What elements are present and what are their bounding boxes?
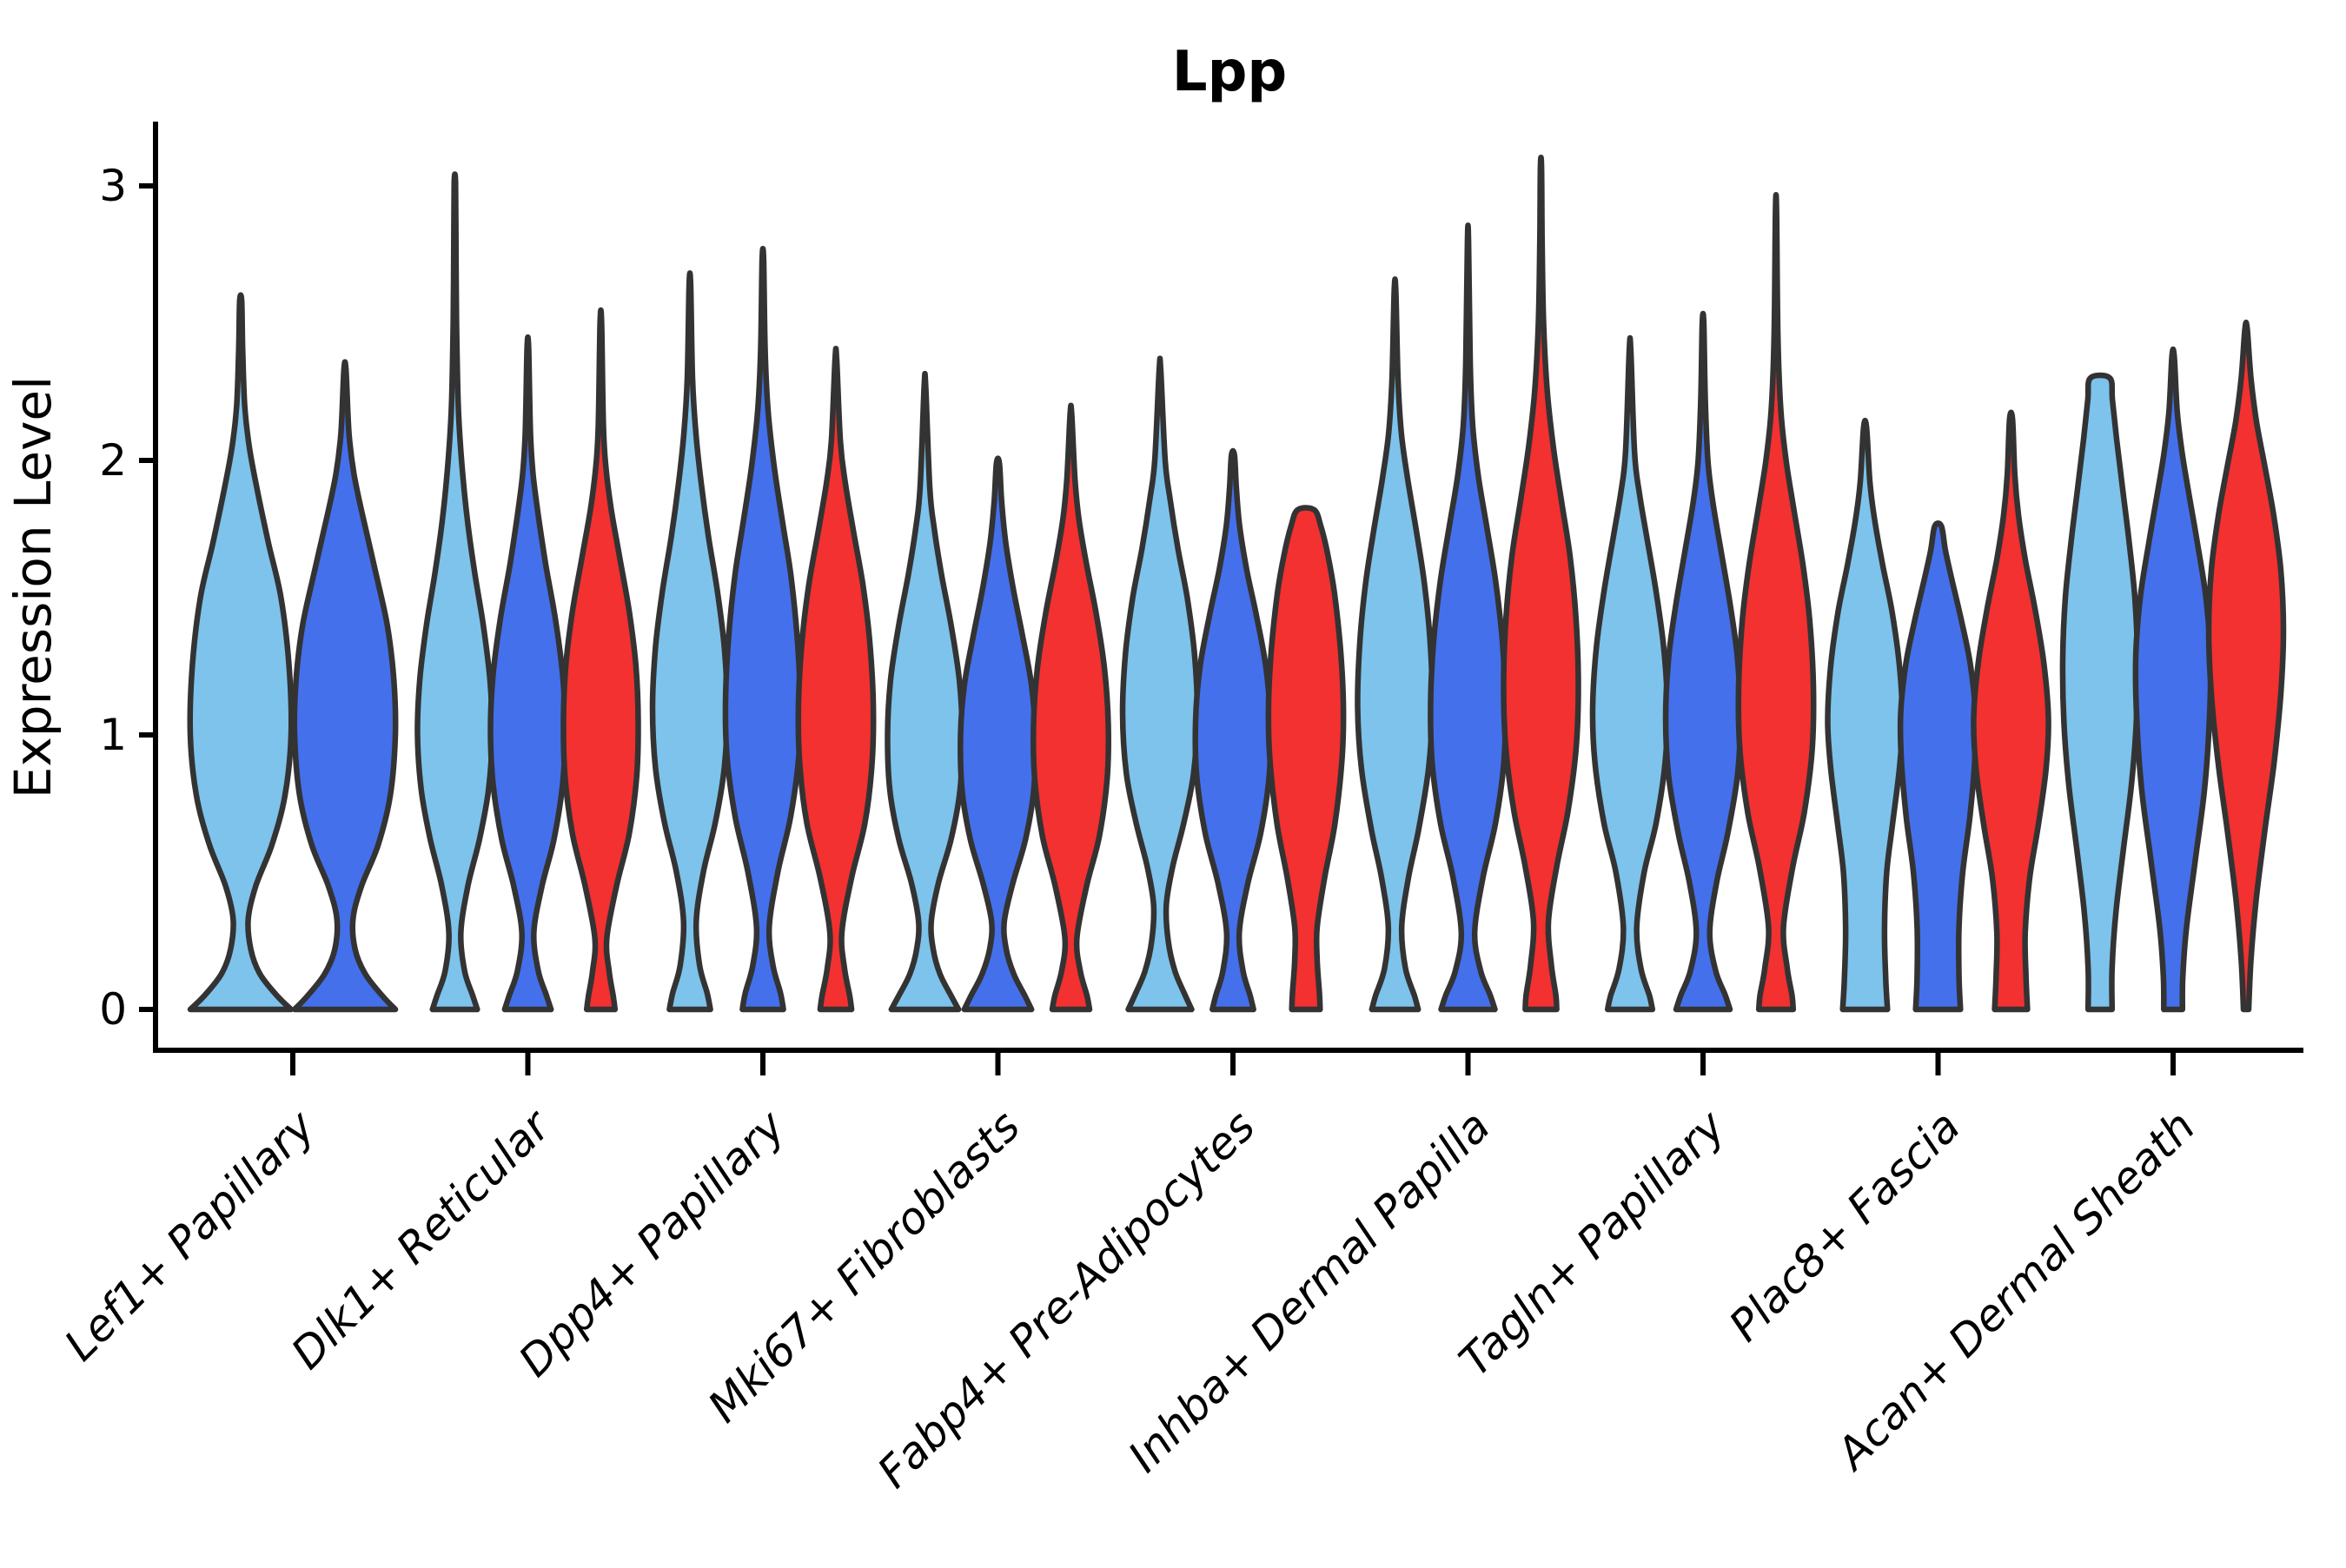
violin-dlk1-reticular-red bbox=[560, 307, 641, 1013]
violin-inhba-dermal-papilla-royal-blue bbox=[1428, 222, 1508, 1013]
violin-fabp4-pre-adipocytes-red bbox=[1265, 505, 1347, 1013]
violin-plac8-fascia-royal-blue bbox=[1897, 520, 1979, 1013]
violin-plac8-fascia-light-blue bbox=[1825, 417, 1905, 1013]
violin-tagln-papillary-light-blue bbox=[1589, 334, 1671, 1013]
violin-lef1-papillary-royal-blue bbox=[291, 359, 399, 1013]
violin-mki67-fibroblasts-light-blue bbox=[885, 370, 965, 1013]
violin-dlk1-reticular-light-blue bbox=[414, 171, 495, 1013]
violin-acan-dermal-sheath-light-blue bbox=[2059, 372, 2141, 1013]
violin-tagln-papillary-royal-blue bbox=[1662, 310, 1744, 1013]
violin-fabp4-pre-adipocytes-royal-blue bbox=[1192, 447, 1274, 1013]
violin-dpp4-papillary-light-blue bbox=[649, 270, 731, 1013]
violins-layer bbox=[187, 155, 2287, 1013]
violin-inhba-dermal-papilla-red bbox=[1501, 155, 1581, 1013]
violin-dpp4-papillary-royal-blue bbox=[722, 246, 804, 1013]
y-tick-label: 1 bbox=[99, 710, 127, 760]
violin-acan-dermal-sheath-royal-blue bbox=[2132, 346, 2214, 1013]
x-tick-label: Fabp4+ Pre-Adipocytes bbox=[868, 1101, 1265, 1498]
violin-plac8-fascia-red bbox=[1971, 409, 2051, 1013]
x-tick-label: Lef1+ Papillary bbox=[55, 1100, 325, 1370]
violin-mki67-fibroblasts-red bbox=[1030, 402, 1112, 1013]
violin-dpp4-papillary-red bbox=[795, 346, 877, 1013]
violin-mki67-fibroblasts-royal-blue bbox=[958, 455, 1038, 1013]
violin-fabp4-pre-adipocytes-light-blue bbox=[1119, 355, 1201, 1013]
violin-tagln-papillary-red bbox=[1735, 192, 1817, 1013]
violin-lef1-papillary-light-blue bbox=[187, 292, 295, 1013]
y-tick-label: 0 bbox=[99, 984, 127, 1035]
y-tick-label: 3 bbox=[99, 161, 127, 211]
x-tick-label: Plac8+ Fascia bbox=[1720, 1101, 1970, 1351]
axes-layer bbox=[139, 122, 2303, 1075]
y-tick-labels-layer: 0 1 2 3 bbox=[99, 161, 127, 1035]
y-tick-label: 2 bbox=[99, 435, 127, 486]
violin-inhba-dermal-papilla-light-blue bbox=[1355, 276, 1435, 1013]
x-tick-label: Dlk1+ Reticular bbox=[282, 1099, 561, 1379]
violin-acan-dermal-sheath-red bbox=[2205, 319, 2287, 1013]
violin-dlk1-reticular-royal-blue bbox=[487, 334, 568, 1013]
y-axis-label: Expression Level bbox=[3, 376, 63, 798]
chart-title: Lpp bbox=[1172, 40, 1287, 104]
